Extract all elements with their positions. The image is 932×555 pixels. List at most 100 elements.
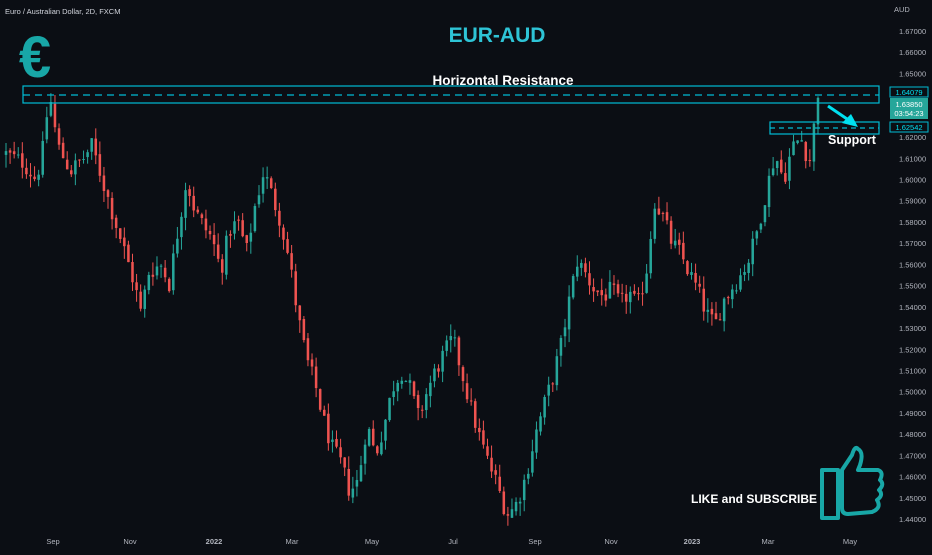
candle-body bbox=[114, 217, 118, 228]
candle-body bbox=[767, 175, 771, 208]
countdown-text: 03:54:23 bbox=[894, 109, 923, 118]
candle-body bbox=[355, 480, 359, 487]
candle-body bbox=[657, 208, 661, 215]
candle-body bbox=[788, 156, 791, 181]
candle-body bbox=[163, 267, 167, 278]
candle-body bbox=[343, 457, 346, 468]
candle-body bbox=[490, 457, 493, 472]
candle-body bbox=[257, 195, 261, 205]
candle-body bbox=[131, 261, 134, 283]
thumbs-up-icon[interactable] bbox=[820, 445, 885, 520]
candle-body bbox=[661, 212, 665, 214]
price-tick-label: 1.61000 bbox=[899, 154, 926, 163]
candle-body bbox=[396, 382, 399, 392]
candle-body bbox=[110, 197, 114, 220]
candle-body bbox=[731, 289, 734, 300]
candle-body bbox=[751, 238, 754, 265]
price-tick-label: 1.52000 bbox=[899, 345, 926, 354]
candle-body bbox=[306, 338, 310, 361]
price-tick-label: 1.44000 bbox=[899, 515, 926, 524]
candle-body bbox=[245, 235, 249, 244]
price-tick-label: 1.60000 bbox=[899, 176, 926, 185]
candle-body bbox=[65, 159, 69, 170]
candle-body bbox=[25, 167, 28, 175]
time-tick-label: Sep bbox=[528, 537, 541, 546]
candle-body bbox=[539, 416, 542, 432]
candle-body bbox=[498, 476, 501, 491]
candle-body bbox=[457, 337, 461, 366]
candle-body bbox=[800, 140, 803, 142]
candle-body bbox=[682, 242, 685, 260]
candle-body bbox=[571, 276, 575, 298]
candle-body bbox=[584, 263, 587, 273]
candle-body bbox=[41, 140, 44, 175]
candle-body bbox=[739, 275, 742, 290]
candle-body bbox=[172, 253, 175, 291]
candle-body bbox=[747, 262, 750, 273]
candle-body bbox=[106, 190, 110, 197]
cta-text: LIKE and SUBSCRIBE bbox=[691, 492, 817, 506]
candle-body bbox=[527, 473, 530, 479]
currency-label: AUD bbox=[894, 5, 910, 14]
candle-body bbox=[453, 337, 457, 339]
candle-body bbox=[494, 470, 497, 475]
candle-body bbox=[559, 337, 563, 356]
candle-body bbox=[792, 141, 795, 156]
candle-body bbox=[233, 221, 236, 234]
candle-body bbox=[16, 154, 20, 156]
candle-body bbox=[380, 442, 383, 455]
time-tick-label: Nov bbox=[604, 537, 618, 546]
time-tick-label: Mar bbox=[286, 537, 299, 546]
candle-body bbox=[408, 380, 412, 383]
time-tick-label: May bbox=[365, 537, 379, 546]
candle-body bbox=[673, 240, 677, 246]
candle-body bbox=[49, 102, 53, 116]
candle-body bbox=[473, 401, 477, 428]
candle-body bbox=[237, 219, 240, 221]
candle-body bbox=[314, 366, 318, 389]
candle-body bbox=[478, 427, 481, 433]
price-tick-label: 1.50000 bbox=[899, 388, 926, 397]
candle-body bbox=[127, 244, 130, 263]
candle-body bbox=[796, 140, 799, 144]
last-price-tag bbox=[890, 98, 928, 119]
candle-body bbox=[441, 350, 444, 372]
candle-body bbox=[335, 438, 338, 447]
candle-body bbox=[151, 274, 155, 277]
candle-body bbox=[98, 154, 102, 176]
candle-body bbox=[804, 142, 808, 162]
price-tick-label: 1.58000 bbox=[899, 218, 926, 227]
candle-body bbox=[780, 159, 783, 173]
candle-body bbox=[204, 218, 208, 231]
candle-body bbox=[620, 292, 624, 294]
candle-body bbox=[502, 491, 506, 515]
candle-body bbox=[318, 389, 322, 410]
candle-body bbox=[180, 216, 183, 238]
candle-body bbox=[278, 210, 281, 226]
candle-body bbox=[388, 397, 391, 421]
candle-body bbox=[90, 138, 93, 152]
candle-body bbox=[310, 359, 314, 367]
candle-body bbox=[253, 206, 257, 232]
candle-body bbox=[400, 380, 404, 384]
candle-body bbox=[420, 409, 424, 411]
price-tick-label: 1.47000 bbox=[899, 451, 926, 460]
candle-body bbox=[155, 266, 159, 276]
price-tick-label: 1.54000 bbox=[899, 303, 926, 312]
candle-body bbox=[159, 265, 163, 267]
price-tick-label: 1.56000 bbox=[899, 260, 926, 269]
candle-body bbox=[641, 293, 644, 295]
candle-body bbox=[608, 281, 612, 299]
price-tick-label: 1.66000 bbox=[899, 48, 926, 57]
pullback-arrow-shaft bbox=[827, 104, 851, 123]
time-tick-label: Sep bbox=[46, 537, 59, 546]
candle-body bbox=[547, 384, 550, 396]
candle-body bbox=[147, 274, 151, 291]
time-tick-label: Jul bbox=[448, 537, 458, 546]
candle-body bbox=[94, 138, 98, 156]
candle-body bbox=[143, 289, 146, 309]
price-tag-layer: 1.64079 1.63850 03:54:23 1.62542 bbox=[889, 86, 929, 133]
candle-body bbox=[445, 340, 448, 351]
price-tick-label: 1.51000 bbox=[899, 366, 926, 375]
